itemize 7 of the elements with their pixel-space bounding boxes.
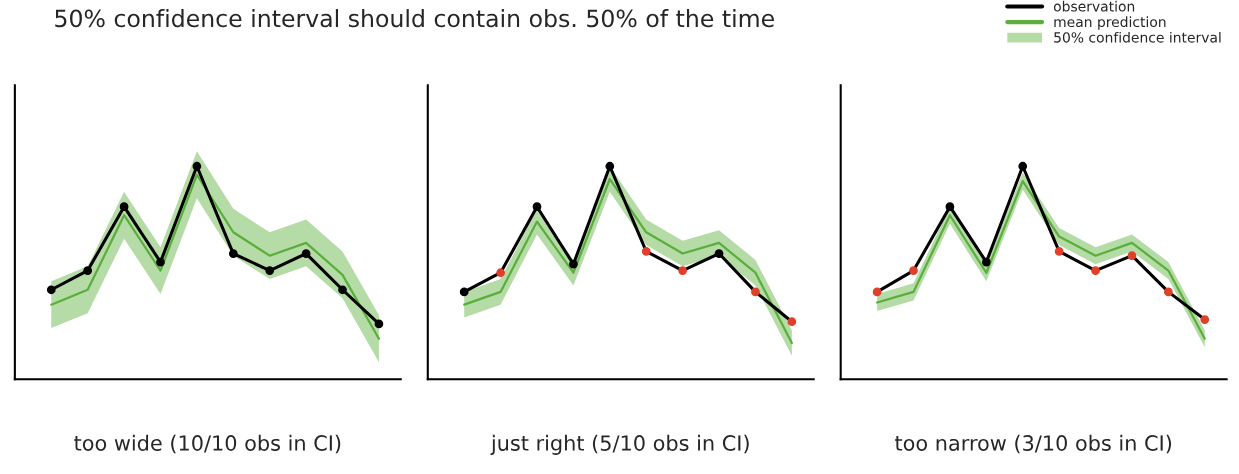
legend-label: mean prediction: [1054, 16, 1166, 30]
legend-label: observation: [1053, 0, 1135, 12]
chart-title: 50% confidence interval should contain obs. 50% of the time: [55, 9, 774, 28]
text: 50% confidence interval: [1054, 31, 1221, 43]
x-axis-title: too wide (10/10 obs in CI): [74, 434, 341, 454]
x-axis-title: too narrow (3/10 obs in CI): [895, 434, 1172, 454]
x-axis-title: just right (5/10 obs in CI): [490, 434, 749, 455]
